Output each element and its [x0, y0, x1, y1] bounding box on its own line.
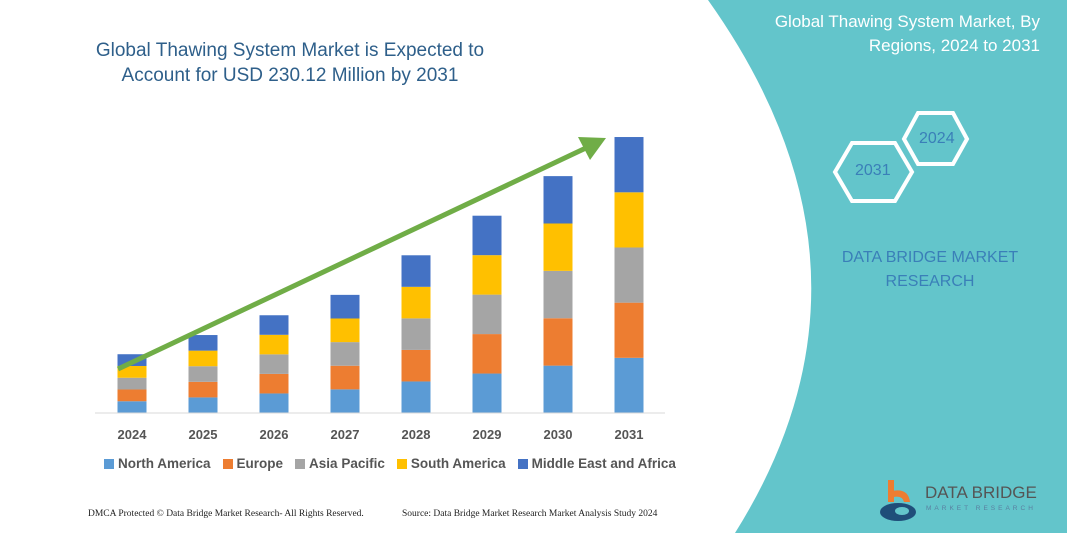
bar-segment-2026-4	[259, 315, 289, 335]
bar-segment-2031-2	[614, 247, 644, 303]
bar-segment-2029-4	[472, 215, 502, 256]
x-tick-label: 2031	[615, 427, 644, 442]
bar-segment-2026-0	[259, 393, 289, 413]
legend: North America Europe Asia Pacific South Ame…	[104, 456, 676, 471]
bar-segment-2030-2	[543, 270, 573, 319]
bar-segment-2025-0	[188, 397, 218, 413]
bar-segment-2024-1	[117, 389, 147, 402]
bar-segment-2025-3	[188, 350, 218, 367]
x-tick-label: 2028	[402, 427, 431, 442]
x-tick-label: 2026	[260, 427, 289, 442]
legend-item: North America	[104, 456, 211, 471]
brand-text: DATA BRIDGE MARKET RESEARCH	[841, 249, 1019, 290]
hex-2024	[901, 111, 970, 166]
logo-text: DATA BRIDGE	[925, 483, 1037, 502]
bar-segment-2024-0	[117, 401, 147, 413]
legend-label: Europe	[236, 456, 284, 471]
hex-2031	[832, 141, 915, 203]
bar-segment-2028-4	[401, 255, 431, 287]
bar-segment-2025-2	[188, 366, 218, 382]
bar-segment-2029-2	[472, 294, 502, 335]
bar-segment-2025-1	[188, 381, 218, 398]
bar-segment-2025-4	[188, 335, 218, 351]
bar-segment-2031-1	[614, 302, 644, 358]
bar-segment-2027-1	[330, 365, 360, 390]
bar-segment-2027-2	[330, 342, 360, 366]
x-tick-label: 2024	[118, 427, 148, 442]
bar-segment-2029-1	[472, 334, 502, 374]
x-tick-label: 2025	[189, 427, 218, 442]
x-tick-label: 2029	[473, 427, 502, 442]
legend-item: Middle East and Africa	[517, 456, 676, 471]
side-panel	[708, 0, 1067, 533]
legend-label: North America	[118, 456, 211, 471]
bar-segment-2028-1	[401, 349, 431, 382]
bar-segment-2029-0	[472, 373, 502, 413]
bar-segment-2027-3	[330, 318, 360, 343]
bar-segment-2024-2	[117, 377, 147, 390]
bar-segment-2031-3	[614, 192, 644, 248]
bar-segment-2027-4	[330, 294, 360, 319]
bar-segment-2028-2	[401, 318, 431, 350]
legend-swatch	[396, 458, 407, 469]
trend-arrow	[116, 137, 606, 372]
x-tick-label: 2030	[544, 427, 573, 442]
hex-start-label: 2024	[919, 130, 955, 147]
legend-item: Asia Pacific	[295, 456, 385, 471]
x-tick-label: 2027	[331, 427, 360, 442]
legend-label: Middle East and Africa	[531, 456, 676, 471]
bar-segment-2024-3	[117, 365, 147, 378]
legend-item: Europe	[222, 456, 284, 471]
bar-segment-2030-1	[543, 318, 573, 366]
legend-swatch	[104, 458, 114, 469]
bar-segment-2030-3	[543, 223, 573, 271]
logo-icon	[880, 480, 916, 521]
panel-title: Global Thawing System Market, By Regions…	[774, 12, 1040, 55]
bar-segment-2030-0	[543, 365, 573, 413]
bar-segment-2031-4	[614, 137, 644, 193]
legend-label: South America	[410, 456, 506, 471]
bar-segment-2026-3	[259, 334, 289, 355]
footer-copyright: DMCA Protected © Data Bridge Market Rese…	[88, 509, 364, 519]
bar-segment-2026-1	[259, 373, 289, 394]
legend-swatch	[295, 458, 306, 469]
bar-segment-2026-2	[259, 354, 289, 374]
bar-segment-2029-3	[472, 255, 502, 295]
legend-item: South America	[396, 456, 506, 471]
bar-segment-2031-0	[614, 357, 644, 413]
bar-segment-2028-3	[401, 286, 431, 319]
logo-subtext: MARKET RESEARCH	[926, 505, 1036, 512]
legend-swatch	[517, 458, 528, 469]
legend-swatch	[222, 458, 233, 469]
legend-label: Asia Pacific	[309, 456, 385, 471]
chart-title: Global Thawing System Market is Expected…	[95, 40, 485, 86]
footer-source: Source: Data Bridge Market Research Mark…	[402, 509, 658, 519]
bar-segment-2028-0	[401, 381, 431, 413]
hex-end-label: 2031	[855, 162, 891, 179]
bar-segment-2027-0	[330, 389, 360, 413]
bar-segment-2030-4	[543, 176, 573, 224]
